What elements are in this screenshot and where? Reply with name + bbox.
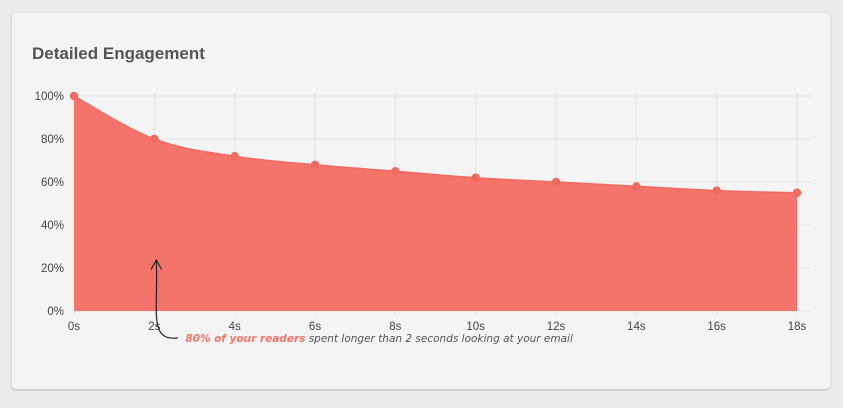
y-tick-label: 60% bbox=[41, 177, 64, 189]
x-axis-ticks: 0s 2s 4s 6s 8s 10s 12s 14s 16s 18s bbox=[68, 321, 807, 333]
y-tick-label: 0% bbox=[47, 306, 64, 318]
x-tick-label: 18s bbox=[788, 321, 807, 333]
data-point[interactable] bbox=[632, 182, 641, 191]
engagement-line bbox=[73, 95, 798, 194]
y-tick-label: 80% bbox=[41, 134, 64, 146]
data-point[interactable] bbox=[792, 188, 802, 197]
x-tick-label: 12s bbox=[547, 321, 566, 333]
chart-annotation: 80% of your readers spent longer than 2 … bbox=[150, 259, 573, 345]
x-tick-label: 14s bbox=[627, 321, 646, 333]
engagement-area bbox=[74, 96, 797, 311]
x-tick-label: 0s bbox=[68, 321, 80, 333]
y-tick-label: 20% bbox=[41, 263, 64, 275]
annotation-arrow bbox=[150, 259, 178, 339]
chart-points bbox=[69, 91, 802, 197]
data-point[interactable] bbox=[471, 173, 480, 182]
data-point[interactable] bbox=[391, 167, 400, 176]
annotation-highlight: 80% of your readers bbox=[185, 333, 305, 345]
data-point[interactable] bbox=[69, 91, 79, 101]
data-point[interactable] bbox=[230, 152, 239, 161]
x-tick-label: 16s bbox=[707, 321, 726, 333]
data-point[interactable] bbox=[150, 134, 159, 144]
x-tick-label: 10s bbox=[466, 321, 485, 333]
data-point[interactable] bbox=[551, 177, 561, 187]
annotation-body: spent longer than 2 seconds looking at y… bbox=[305, 333, 573, 345]
data-point[interactable] bbox=[310, 160, 320, 169]
y-axis-ticks: 0% 20% 40% 60% 80% 100% bbox=[35, 91, 64, 318]
y-tick-label: 40% bbox=[41, 220, 64, 232]
x-tick-label: 4s bbox=[229, 321, 241, 333]
x-tick-label: 2s bbox=[148, 321, 160, 333]
x-tick-label: 8s bbox=[389, 321, 401, 333]
x-tick-label: 6s bbox=[309, 321, 321, 333]
card-title: Detailed Engagement bbox=[32, 44, 205, 63]
annotation-text: 80% of your readers spent longer than 2 … bbox=[185, 333, 573, 345]
y-tick-label: 100% bbox=[35, 91, 64, 103]
chart-area-layer bbox=[73, 95, 798, 311]
data-point[interactable] bbox=[712, 186, 721, 195]
